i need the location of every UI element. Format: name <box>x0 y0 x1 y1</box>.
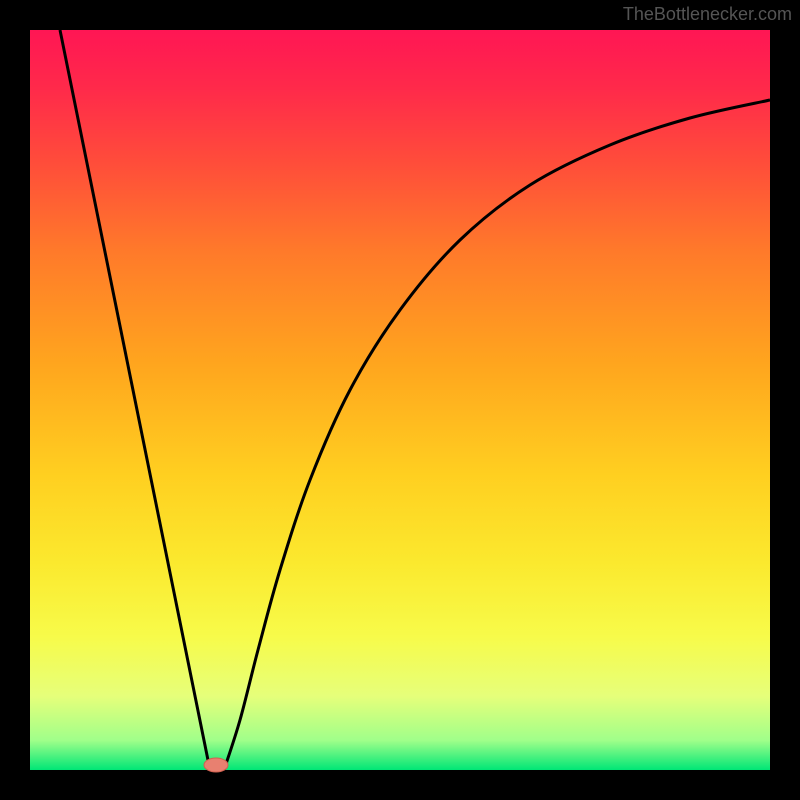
watermark-text: TheBottlenecker.com <box>623 4 792 25</box>
plot-background <box>30 30 770 770</box>
bottleneck-chart: TheBottlenecker.com <box>0 0 800 800</box>
minimum-marker <box>204 758 228 772</box>
chart-svg <box>0 0 800 800</box>
